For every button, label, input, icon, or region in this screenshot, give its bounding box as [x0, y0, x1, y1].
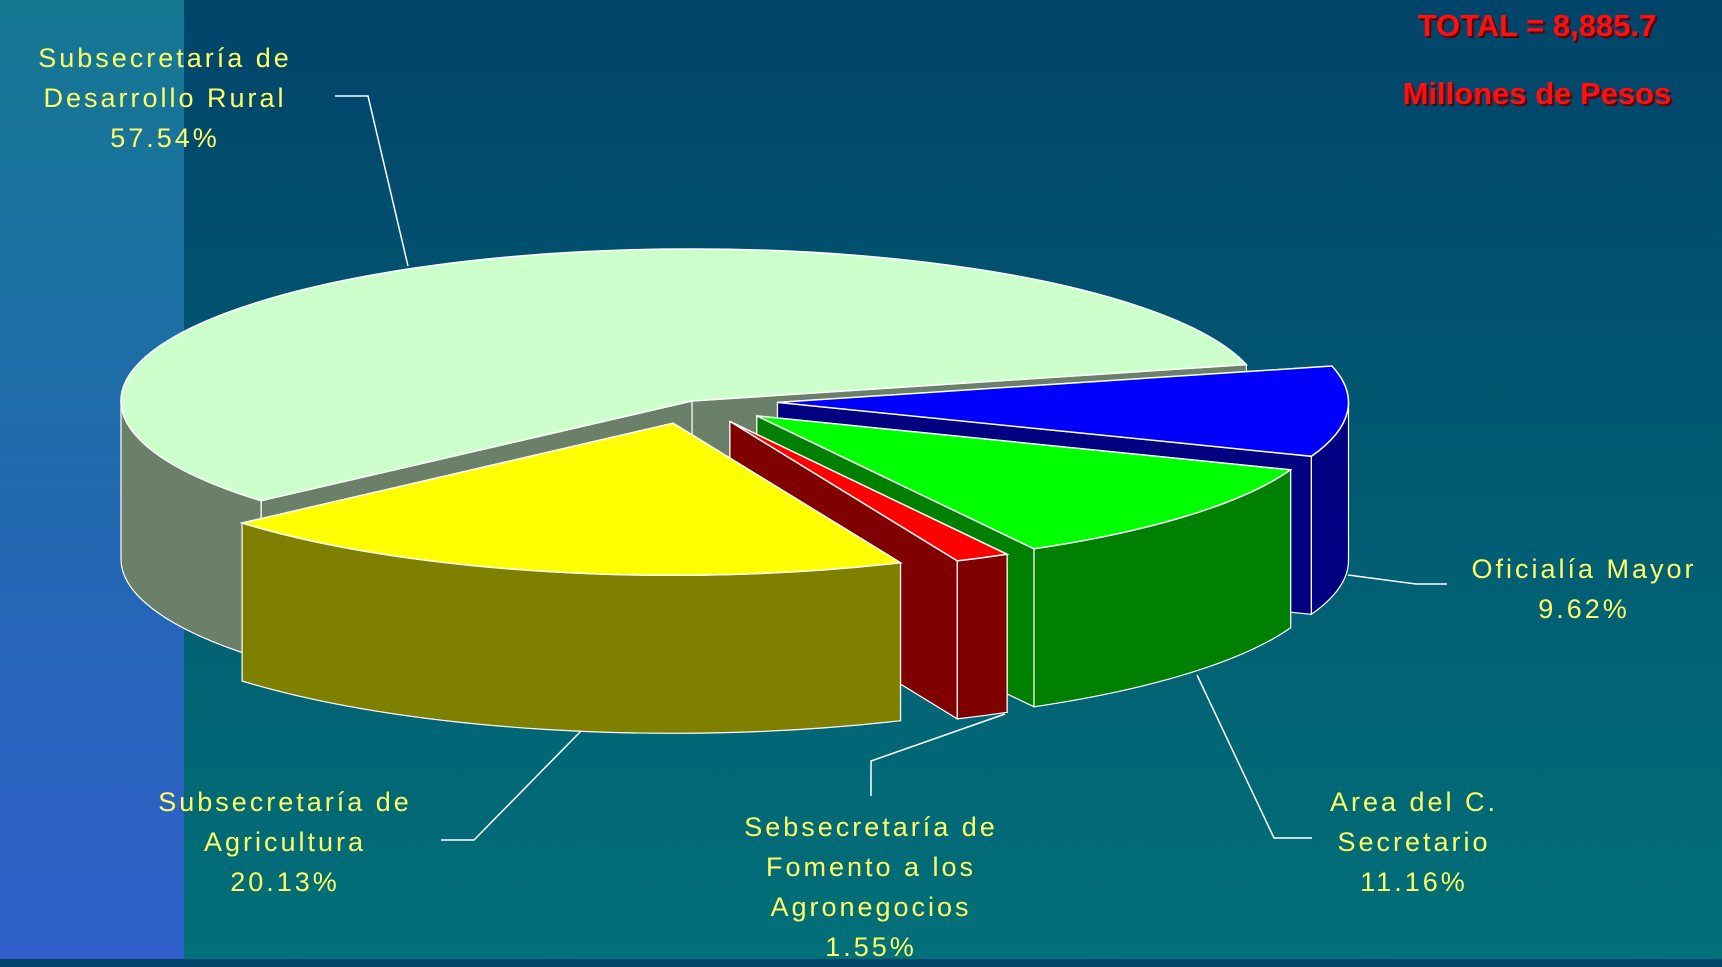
- leader-line: [870, 713, 1006, 796]
- slice-label: Sebsecretaría de Fomento a los Agronegoc…: [706, 807, 1036, 967]
- pie-slice: [777, 365, 1350, 458]
- leader-line: [1347, 574, 1447, 585]
- leader-line: [335, 95, 409, 267]
- slice-name: Oficialía Mayor: [1471, 554, 1697, 584]
- slice-value: 57.54%: [110, 123, 220, 153]
- pie: [120, 248, 1350, 734]
- pie-slice: [120, 248, 1249, 502]
- leader-line: [441, 729, 583, 841]
- slice-name: Sebsecretaría de Fomento a los Agronegoc…: [744, 812, 998, 922]
- pie-slice: [756, 415, 1293, 550]
- slice-name: Subsecretaría de Agricultura: [158, 787, 412, 857]
- slice-value: 11.16%: [1360, 867, 1468, 897]
- slice-label: Subsecretaría de Desarrollo Rural 57.54%: [0, 38, 330, 158]
- pie-slice: [729, 420, 1010, 562]
- slice-value: 1.55%: [825, 932, 917, 962]
- slice-label: Oficialía Mayor 9.62%: [1434, 549, 1722, 629]
- pie-slice: [239, 422, 903, 577]
- slice-name: Subsecretaría de Desarrollo Rural: [38, 43, 292, 113]
- slice-value: 9.62%: [1538, 594, 1630, 624]
- chart-subtitle: Millones de Pesos: [1402, 76, 1672, 111]
- slice-label: Area del C. Secretario 11.16%: [1299, 782, 1529, 902]
- slice-value: 20.13%: [230, 867, 340, 897]
- leader-line: [1196, 674, 1312, 839]
- slice-label: Subsecretaría de Agricultura 20.13%: [120, 782, 450, 902]
- slice-outer-wall: [956, 553, 1008, 720]
- chart-title: TOTAL = 8,885.7: [1417, 8, 1657, 43]
- slice-name: Area del C. Secretario: [1329, 787, 1499, 857]
